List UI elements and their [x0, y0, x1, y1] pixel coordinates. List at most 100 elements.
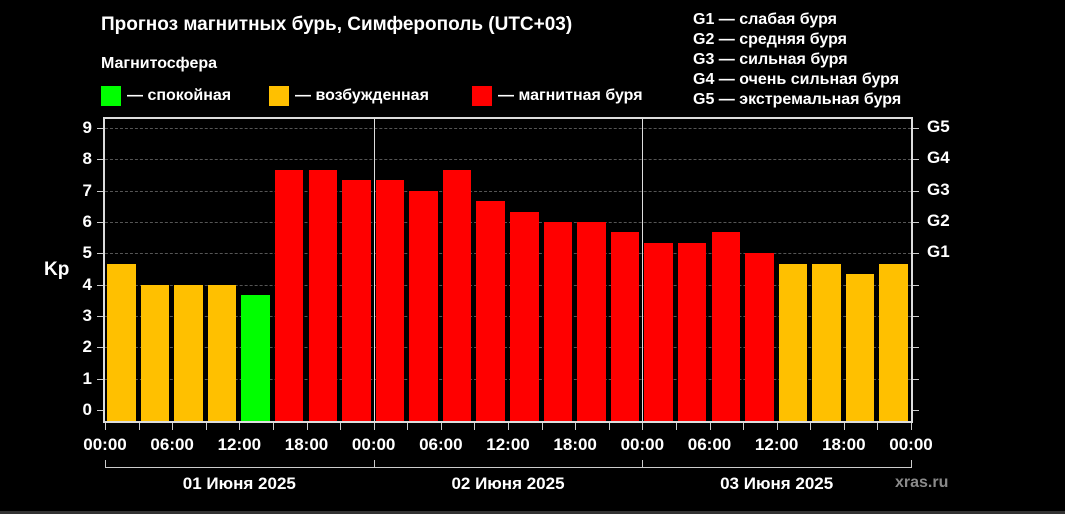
- x-tick-mark: [709, 423, 711, 430]
- g-legend-item: G4 — очень сильная буря: [693, 71, 900, 88]
- bar: [174, 284, 203, 421]
- g-tick-label: G1: [927, 242, 950, 262]
- x-tick-mark: [743, 423, 745, 430]
- g-tick-label: G5: [927, 117, 950, 137]
- x-tick-mark: [138, 423, 140, 430]
- y-tick-mark: [97, 190, 103, 192]
- bar: [140, 284, 170, 421]
- x-tick-label: 06:00: [419, 435, 463, 454]
- x-tick-label: 00:00: [620, 435, 665, 454]
- bar: [207, 284, 237, 421]
- bar: [107, 263, 136, 421]
- gridline: [105, 222, 911, 224]
- x-tick-label: 18:00: [553, 435, 597, 454]
- plot-area: [103, 117, 913, 423]
- x-tick-mark: [205, 423, 207, 430]
- y-tick-label: 3: [82, 306, 92, 325]
- x-tick-mark: [608, 423, 610, 430]
- x-tick-mark: [306, 423, 308, 430]
- x-tick-label: 12:00: [217, 435, 262, 454]
- x-tick-mark: [575, 423, 577, 430]
- x-tick-mark: [911, 423, 912, 430]
- y2-tick-mark: [913, 410, 919, 411]
- y-tick-mark: [97, 159, 103, 161]
- y-tick-mark: [97, 410, 103, 411]
- y-tick-label: 4: [82, 274, 92, 294]
- gridline: [105, 128, 911, 130]
- gridline: [105, 378, 911, 380]
- day-bracket: [642, 460, 912, 468]
- x-tick-mark: [373, 423, 375, 430]
- legend-label: — магнитная буря: [498, 87, 643, 104]
- g-legend-item: G2 — средняя буря: [693, 31, 847, 48]
- x-tick-label: 06:00: [687, 435, 732, 454]
- bar: [845, 274, 875, 421]
- bar: [677, 243, 707, 421]
- y-tick-label: 5: [82, 243, 92, 263]
- bar: [745, 253, 774, 421]
- legend-label: — возбужденная: [295, 87, 429, 104]
- x-tick-mark: [642, 423, 644, 430]
- legend-title: Магнитосфера: [101, 55, 218, 72]
- g-legend-item: G5 — экстремальная буря: [693, 91, 902, 108]
- g-tick-label: G3: [927, 179, 950, 199]
- divider: [0, 511, 1065, 514]
- gridline: [105, 190, 911, 192]
- x-tick-mark: [172, 423, 174, 430]
- bar: [342, 180, 371, 421]
- x-tick-mark: [541, 423, 543, 430]
- calm-swatch-icon: [101, 86, 121, 106]
- x-tick-mark: [340, 423, 342, 430]
- y-tick-label: 0: [82, 400, 92, 419]
- y-tick-mark: [97, 378, 103, 380]
- y2-tick-mark: [913, 128, 919, 130]
- x-tick-label: 18:00: [284, 435, 329, 454]
- y-tick-label: 2: [82, 337, 92, 357]
- y2-tick-mark: [913, 159, 919, 161]
- x-tick-label: 06:00: [150, 435, 194, 454]
- y2-tick-mark: [913, 316, 919, 317]
- gridline: [105, 159, 911, 161]
- y-tick-mark: [97, 316, 103, 317]
- gridline: [105, 284, 911, 286]
- x-tick-mark: [843, 423, 845, 430]
- day-bracket: [105, 460, 375, 468]
- gridline: [105, 253, 911, 255]
- x-tick-mark: [239, 423, 241, 430]
- y-tick-label: 8: [82, 149, 92, 169]
- x-tick-mark: [776, 423, 778, 430]
- bar: [274, 169, 304, 421]
- y-tick-label: 1: [82, 368, 92, 388]
- bar: [442, 169, 472, 421]
- g-scale-legend: G1 — слабая буря G2 — средняя буря G3 — …: [693, 10, 901, 110]
- y-tick-mark: [97, 347, 103, 349]
- gridline: [105, 347, 911, 349]
- y-tick-label: 7: [82, 180, 92, 200]
- bar: [644, 243, 673, 421]
- day-label: 03 Июня 2025: [720, 474, 834, 493]
- g-tick-label: G4: [927, 148, 950, 168]
- gridline: [105, 316, 911, 317]
- g-legend-item: G1 — слабая буря: [693, 11, 838, 28]
- x-tick-mark: [810, 423, 812, 430]
- x-tick-label: 00:00: [889, 435, 933, 454]
- y2-tick-mark: [913, 378, 919, 380]
- y2-tick-mark: [913, 190, 919, 192]
- x-tick-label: 18:00: [822, 435, 866, 454]
- bar: [778, 263, 808, 421]
- bar: [375, 180, 405, 421]
- bar: [543, 222, 573, 421]
- legend-label: — спокойная: [127, 87, 232, 104]
- bar: [510, 211, 539, 421]
- day-separator: [373, 119, 375, 421]
- bar: [308, 169, 338, 421]
- x-tick-label: 00:00: [351, 435, 396, 454]
- legend-item-excited: — возбужденная: [269, 86, 429, 106]
- excited-swatch-icon: [269, 86, 289, 106]
- y-tick-mark: [97, 284, 103, 286]
- x-tick-label: 12:00: [754, 435, 799, 454]
- x-tick-mark: [675, 423, 677, 430]
- y-axis-label: Kp: [44, 259, 70, 280]
- day-label: 02 Июня 2025: [451, 474, 565, 493]
- day-label: 01 Июня 2025: [182, 474, 296, 493]
